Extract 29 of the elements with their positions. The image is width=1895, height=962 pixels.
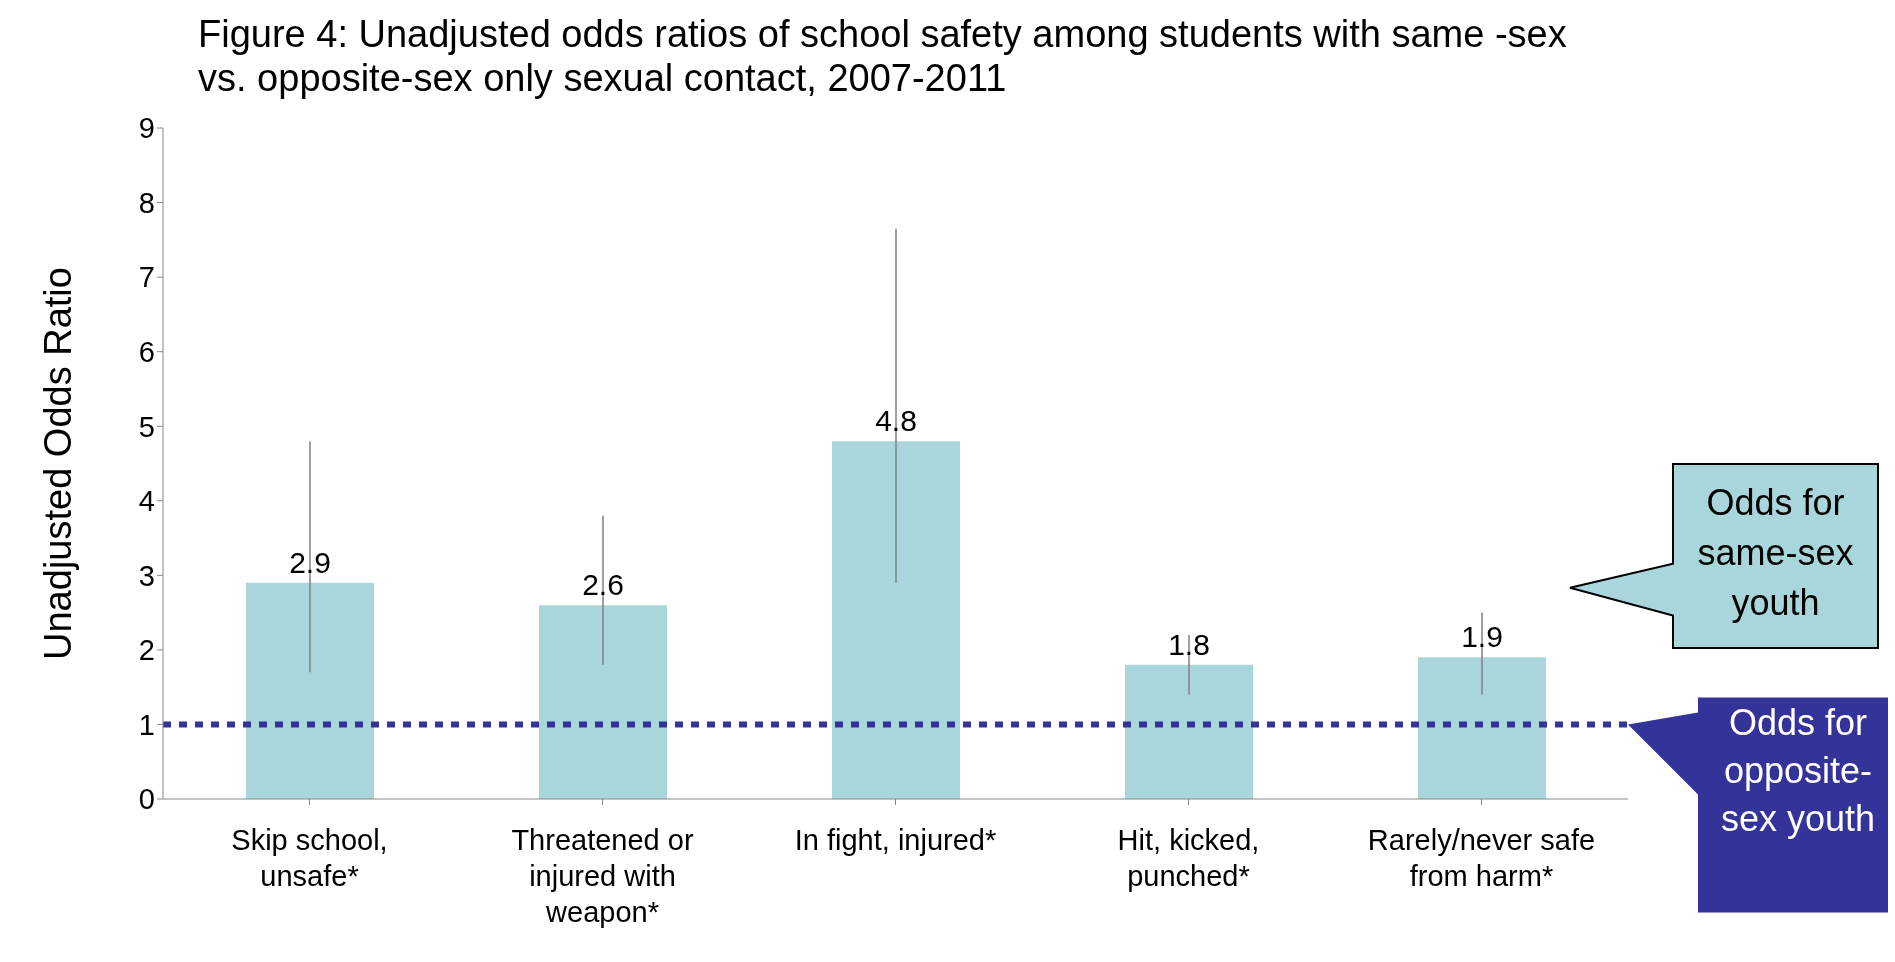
y-tick-label: 7 [138, 261, 155, 294]
y-tick-label: 8 [138, 186, 155, 219]
y-tick-label: 2 [138, 634, 155, 667]
x-tick-label: Rarely/never safe from harm* [1367, 823, 1596, 892]
data-label: 1.9 [1461, 620, 1503, 654]
y-tick-label: 9 [138, 112, 155, 145]
chart-title: Figure 4: Unadjusted odds ratios of school safety among students with same -sex vs. opposite-sex only sexual contact, 2007-2011 [198, 12, 1568, 100]
y-tick-label: 3 [138, 559, 155, 592]
y-axis-title: Unadjusted Odds Ratio [37, 267, 80, 660]
bar [1418, 657, 1546, 799]
y-tick-label: 1 [138, 708, 155, 741]
data-label: 4.8 [875, 404, 917, 438]
data-label: 2.6 [582, 568, 624, 602]
y-tick-label: 4 [138, 485, 155, 518]
x-tick-label: Skip school, unsafe* [231, 823, 388, 892]
x-tick-label: Threatened or injured with weapon* [511, 823, 694, 928]
data-label: 2.9 [289, 545, 331, 579]
bar [832, 441, 960, 799]
x-tick-label: Hit, kicked, punched* [1117, 823, 1260, 892]
ref-line-label: Odds for opposite-sex youth [1720, 702, 1876, 840]
bar [539, 605, 667, 799]
y-tick-label: 0 [138, 783, 155, 816]
y-tick-label: 6 [138, 335, 155, 368]
data-label: 1.8 [1168, 627, 1210, 661]
bar [1125, 664, 1253, 799]
bar [246, 582, 374, 799]
text: Odds for same-sex youth [1696, 480, 1855, 625]
x-tick-label: In fight, injured* [794, 823, 997, 856]
y-tick-label: 5 [138, 410, 155, 443]
